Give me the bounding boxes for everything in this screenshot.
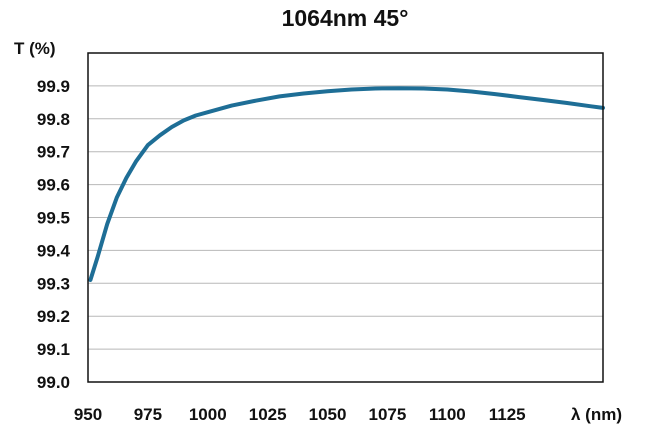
x-tick-label: 1100 [429,405,466,424]
grid-lines [88,85,603,350]
x-tick-labels: 950 975 1000 1025 1050 1075 1100 1125 [74,405,526,424]
y-tick-label: 99.7 [37,143,70,162]
y-tick-label: 99.8 [37,110,70,129]
y-tick-label: 99.4 [37,241,71,260]
x-tick-label: 975 [134,405,162,424]
chart-title: 1064nm 45° [282,5,409,31]
plot-frame [87,52,604,383]
y-tick-label: 99.5 [37,209,70,228]
x-tick-label: 1050 [309,405,347,424]
y-tick-label: 99.9 [37,77,70,96]
x-tick-label: 1025 [249,405,287,424]
x-tick-label: 1075 [369,405,407,424]
y-tick-label: 99.0 [37,373,70,392]
y-tick-label: 99.6 [37,176,70,195]
y-axis-label: T (%) [14,39,56,58]
y-tick-labels: 99.0 99.1 99.2 99.3 99.4 99.5 99.6 99.7 99.8 99.9 [37,77,71,392]
y-tick-label: 99.2 [37,307,70,326]
x-tick-label: 950 [74,405,102,424]
y-tick-label: 99.1 [37,340,70,359]
x-tick-label: 1125 [489,405,526,424]
x-tick-label: 1000 [189,405,227,424]
x-axis-label: λ (nm) [571,405,622,424]
y-tick-label: 99.3 [37,274,70,293]
series-line [88,86,605,282]
